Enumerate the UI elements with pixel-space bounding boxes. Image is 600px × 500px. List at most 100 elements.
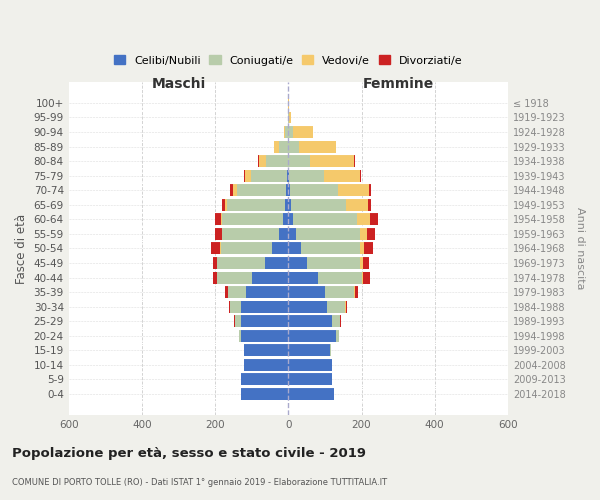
- Bar: [362, 272, 364, 283]
- Bar: [369, 184, 371, 196]
- Bar: [222, 199, 225, 211]
- Bar: [310, 155, 354, 167]
- Bar: [235, 316, 241, 327]
- Bar: [279, 140, 289, 152]
- Bar: [289, 228, 296, 240]
- Bar: [213, 257, 217, 269]
- Bar: [241, 300, 289, 312]
- Bar: [354, 286, 355, 298]
- Bar: [251, 272, 289, 283]
- Bar: [220, 242, 221, 254]
- Legend: Celibi/Nubili, Coniugati/e, Vedovi/e, Divorziati/e: Celibi/Nubili, Coniugati/e, Vedovi/e, Di…: [109, 50, 467, 70]
- Y-axis label: Anni di nascita: Anni di nascita: [575, 207, 585, 290]
- Text: Popolazione per età, sesso e stato civile - 2019: Popolazione per età, sesso e stato civil…: [12, 448, 366, 460]
- Bar: [241, 388, 289, 400]
- Bar: [224, 286, 227, 298]
- Bar: [289, 242, 301, 254]
- Bar: [289, 140, 299, 152]
- Bar: [229, 300, 230, 312]
- Bar: [225, 199, 227, 211]
- Bar: [223, 214, 283, 226]
- Bar: [244, 344, 289, 356]
- Bar: [223, 228, 279, 240]
- Bar: [246, 286, 289, 298]
- Bar: [287, 170, 289, 181]
- Bar: [251, 170, 287, 181]
- Bar: [211, 242, 220, 254]
- Bar: [346, 199, 368, 211]
- Bar: [289, 388, 334, 400]
- Bar: [272, 242, 289, 254]
- Bar: [317, 272, 362, 283]
- Bar: [284, 126, 286, 138]
- Bar: [221, 228, 223, 240]
- Bar: [286, 184, 289, 196]
- Bar: [241, 316, 289, 327]
- Bar: [289, 286, 325, 298]
- Bar: [357, 214, 370, 226]
- Bar: [241, 374, 289, 386]
- Bar: [301, 242, 359, 254]
- Bar: [230, 184, 233, 196]
- Bar: [286, 199, 289, 211]
- Bar: [362, 257, 369, 269]
- Bar: [364, 272, 370, 283]
- Bar: [221, 214, 223, 226]
- Bar: [340, 316, 341, 327]
- Bar: [221, 242, 272, 254]
- Bar: [287, 112, 289, 124]
- Bar: [336, 330, 339, 342]
- Bar: [245, 170, 251, 181]
- Bar: [289, 300, 327, 312]
- Bar: [274, 140, 279, 152]
- Bar: [217, 257, 265, 269]
- Bar: [266, 155, 289, 167]
- Bar: [217, 272, 251, 283]
- Bar: [289, 126, 293, 138]
- Bar: [244, 359, 289, 371]
- Bar: [233, 184, 237, 196]
- Bar: [289, 316, 332, 327]
- Bar: [239, 330, 241, 342]
- Bar: [296, 228, 359, 240]
- Bar: [213, 272, 217, 283]
- Bar: [289, 344, 331, 356]
- Bar: [289, 257, 307, 269]
- Bar: [289, 155, 310, 167]
- Bar: [215, 214, 221, 226]
- Bar: [289, 214, 293, 226]
- Bar: [215, 228, 221, 240]
- Bar: [324, 170, 361, 181]
- Bar: [291, 199, 346, 211]
- Bar: [230, 300, 241, 312]
- Bar: [265, 257, 289, 269]
- Bar: [299, 140, 336, 152]
- Bar: [258, 155, 259, 167]
- Bar: [338, 184, 369, 196]
- Bar: [359, 257, 362, 269]
- Bar: [289, 359, 332, 371]
- Text: COMUNE DI PORTO TOLLE (RO) - Dati ISTAT 1° gennaio 2019 - Elaborazione TUTTITALI: COMUNE DI PORTO TOLLE (RO) - Dati ISTAT …: [12, 478, 387, 487]
- Bar: [289, 170, 324, 181]
- Bar: [290, 184, 338, 196]
- Text: Maschi: Maschi: [151, 78, 206, 92]
- Bar: [279, 228, 289, 240]
- Bar: [293, 126, 313, 138]
- Bar: [368, 199, 371, 211]
- Bar: [355, 286, 358, 298]
- Bar: [289, 374, 332, 386]
- Bar: [228, 286, 246, 298]
- Bar: [307, 257, 359, 269]
- Bar: [241, 330, 289, 342]
- Bar: [289, 272, 317, 283]
- Bar: [325, 286, 354, 298]
- Bar: [237, 184, 286, 196]
- Bar: [364, 242, 373, 254]
- Bar: [332, 316, 340, 327]
- Bar: [289, 330, 336, 342]
- Bar: [244, 170, 245, 181]
- Bar: [289, 199, 291, 211]
- Bar: [370, 214, 377, 226]
- Bar: [359, 228, 367, 240]
- Bar: [289, 112, 291, 124]
